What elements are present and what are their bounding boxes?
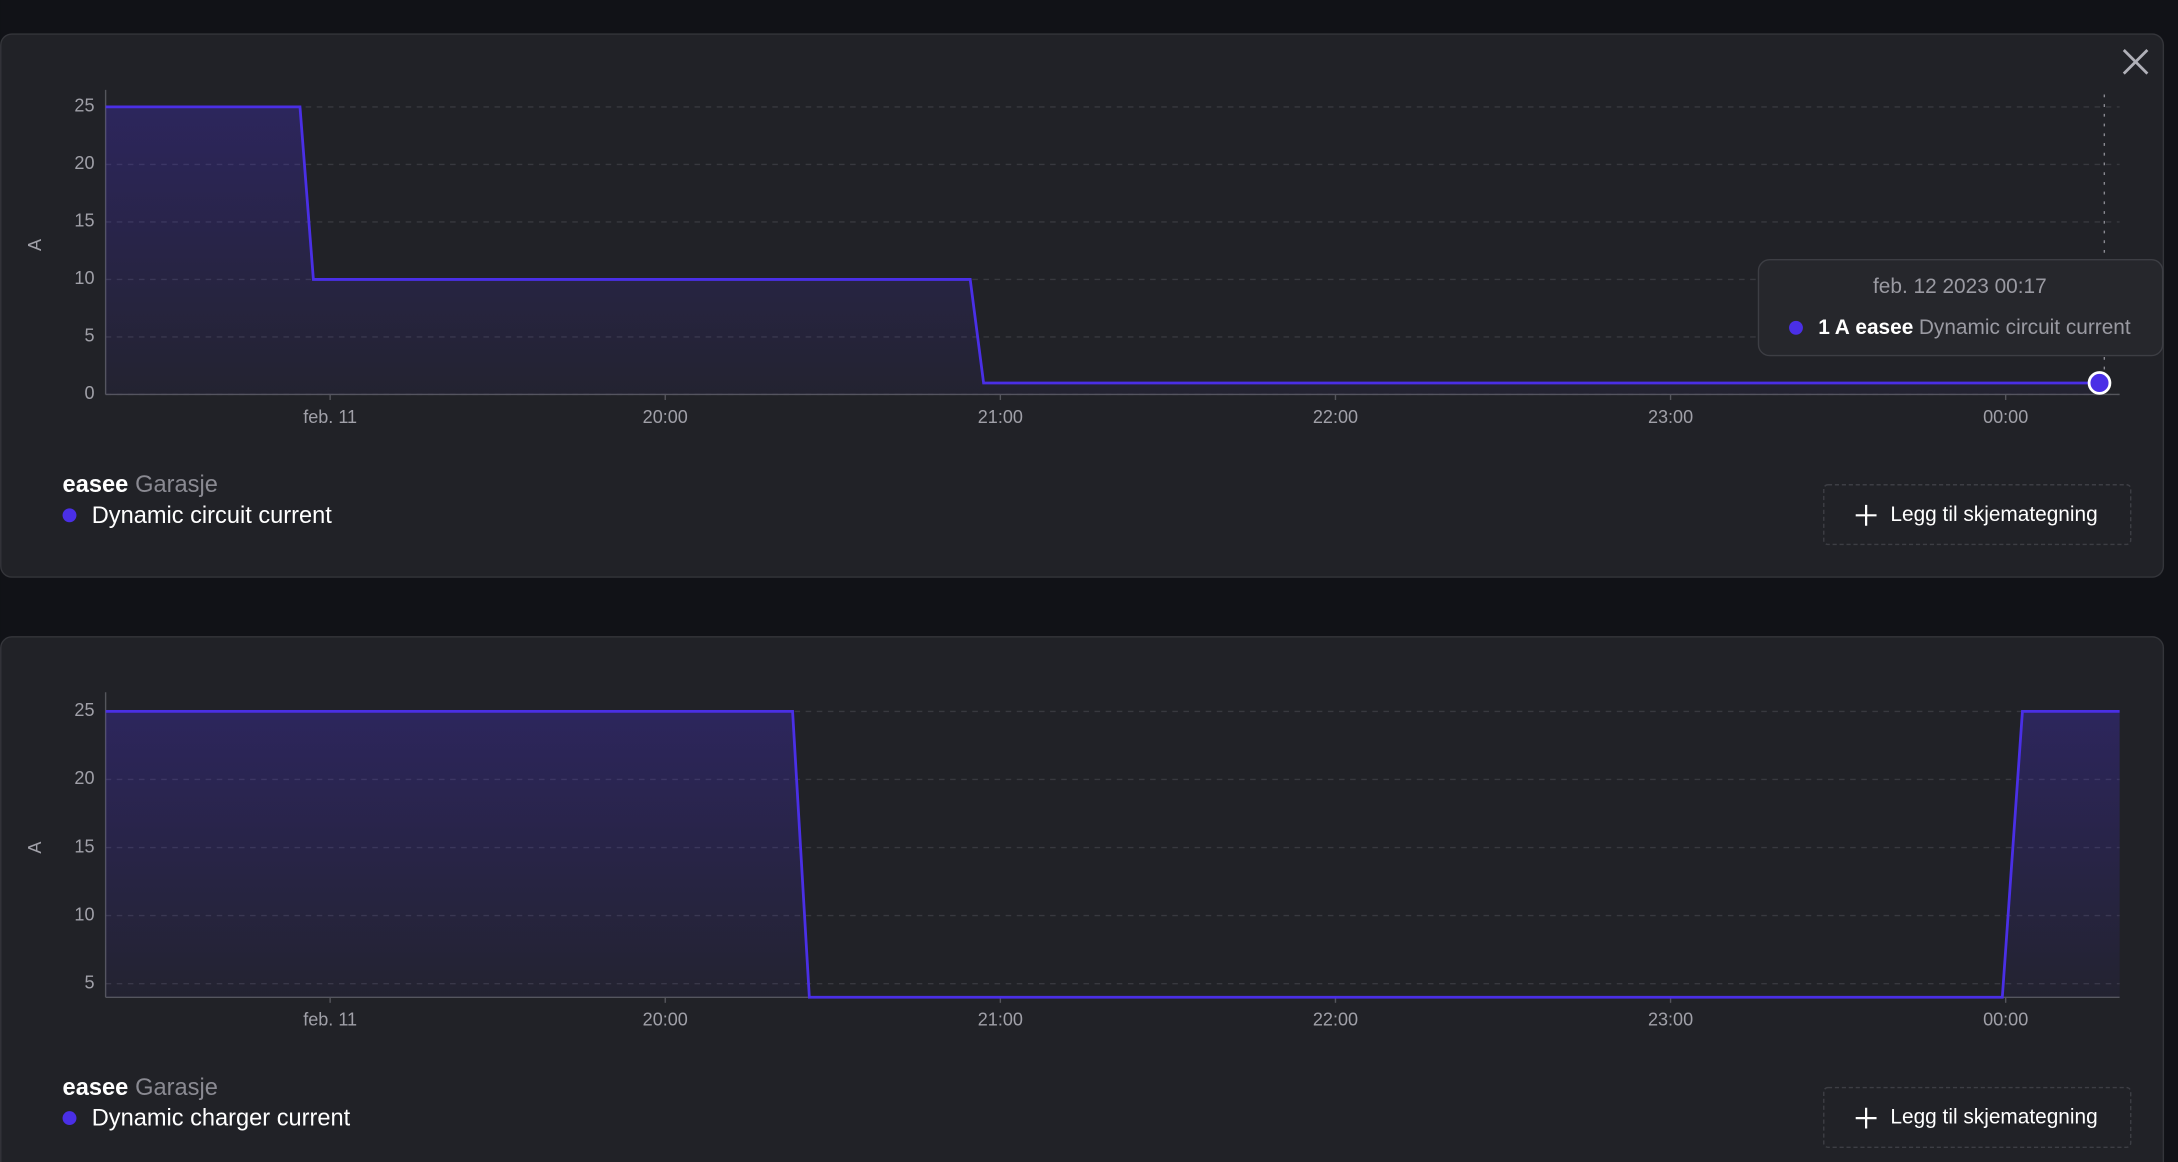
device: easee: [63, 472, 129, 498]
y-tick-label: 5: [84, 972, 94, 992]
x-tick-label: 22:00: [1313, 1010, 1358, 1030]
close-button[interactable]: [2122, 49, 2149, 75]
x-tick-label: feb. 11: [303, 407, 357, 427]
button-label[interactable]: Legg til skjemategning: [1890, 503, 2097, 526]
button-frame[interactable]: [1823, 484, 2132, 546]
legend-dot: [62, 1111, 77, 1126]
button-frame[interactable]: [1823, 1086, 2132, 1148]
y-tick-label: 0: [84, 383, 94, 403]
tooltip-device: easee: [1855, 315, 1913, 338]
x-tick-label: 00:00: [1983, 407, 2028, 427]
plus-icon[interactable]: [1855, 1107, 1877, 1129]
x-tick-label: feb. 11: [303, 1010, 357, 1030]
tooltip-dot: [1789, 320, 1803, 335]
x-tick-label: 23:00: [1648, 1010, 1693, 1030]
hover-point: [2087, 371, 2112, 395]
legend-group: easee Garasje: [63, 1075, 218, 1101]
area: [105, 106, 2100, 395]
x-tick-label: 22:00: [1313, 407, 1358, 427]
location: Garasje: [135, 1075, 218, 1101]
charts: A 0 5 10 15 20 25 feb. 11 20:00 21:00 22:00 23:00 00…: [25, 89, 2120, 1030]
y-tick-label: 15: [74, 836, 94, 856]
y-tick-label: 10: [74, 904, 94, 924]
button-label[interactable]: Legg til skjemategning: [1890, 1106, 2097, 1129]
y-tick-label: 15: [74, 211, 94, 231]
x-tick-label: 21:00: [978, 407, 1023, 427]
y-tick-label: 20: [74, 153, 94, 173]
area: [105, 711, 2120, 998]
close-icon[interactable]: [2122, 49, 2149, 75]
legend-dot: [62, 508, 77, 523]
x-tick-label: 23:00: [1648, 407, 1693, 427]
device: easee: [63, 1075, 129, 1101]
plus-icon[interactable]: [1855, 504, 1877, 526]
y-tick-label: 25: [74, 700, 94, 720]
y-tick-label: 10: [74, 268, 94, 288]
tooltip-time: feb. 12 2023 00:17: [1873, 275, 2047, 298]
x-tick-label: 20:00: [643, 1010, 688, 1030]
tooltip-value: 1 A: [1818, 315, 1850, 338]
legend-group: easee Garasje: [63, 472, 218, 498]
y-tick-label: 25: [74, 96, 94, 116]
x-tick-label: 21:00: [978, 1010, 1023, 1030]
legend-label[interactable]: Dynamic charger current: [92, 1106, 351, 1132]
tooltip-metric: Dynamic circuit current: [1919, 315, 2131, 338]
add-annotation-button[interactable]: Legg til skjemategning: [1823, 1086, 2132, 1148]
line: [105, 105, 2100, 385]
line: [105, 710, 2120, 999]
legend-label[interactable]: Dynamic circuit current: [92, 503, 333, 529]
location: Garasje: [135, 472, 218, 498]
y-tick-label: 5: [84, 326, 94, 346]
tooltip-box: [1757, 259, 2164, 357]
x-tick-label: 00:00: [1983, 1010, 2028, 1030]
x-tick-label: 20:00: [643, 407, 688, 427]
y-axis-title: A: [25, 239, 45, 251]
y-tick-label: 20: [74, 768, 94, 788]
add-annotation-button[interactable]: Legg til skjemategning: [1823, 484, 2132, 546]
y-axis-title: A: [25, 842, 45, 854]
